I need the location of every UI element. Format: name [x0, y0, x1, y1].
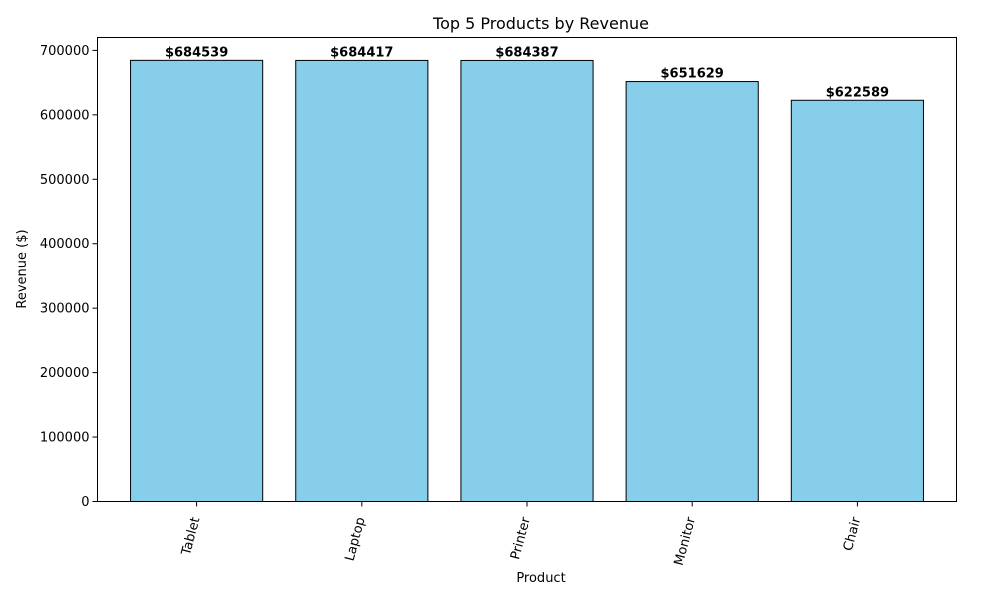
- y-tick-label: 600000: [40, 108, 90, 123]
- y-axis-ticks: 0 100000 200000 300000 400000 500000 600000 700…: [40, 44, 98, 510]
- x-tick-label: Laptop: [343, 516, 369, 563]
- y-tick-label: 700000: [40, 44, 90, 59]
- bar-data-label: $684417: [330, 45, 393, 60]
- bar-data-labels: $684539 $684417 $684387 $651629 $622589: [165, 45, 889, 100]
- y-tick-label: 500000: [40, 173, 90, 188]
- x-axis-ticks: Tablet Laptop Printer Monitor Chair: [179, 501, 865, 567]
- bar-data-label: $651629: [661, 67, 724, 82]
- bar-data-label: $622589: [826, 85, 889, 100]
- plot-frame: [97, 37, 957, 502]
- bar-data-label: $684387: [495, 45, 558, 60]
- bar-monitor: [625, 81, 759, 502]
- y-tick-label: 100000: [40, 431, 90, 446]
- bar-data-label: $684539: [165, 45, 228, 60]
- bar-printer: [460, 59, 594, 503]
- x-axis-title: Product: [516, 571, 565, 586]
- bar-laptop: [295, 59, 429, 502]
- chart-title: Top 5 Products by Revenue: [432, 14, 649, 33]
- y-tick-label: 400000: [40, 237, 90, 252]
- x-tick-label: Printer: [508, 515, 534, 561]
- y-tick-label: 200000: [40, 366, 90, 381]
- x-tick-label: Tablet: [179, 516, 204, 558]
- x-tick-label: Chair: [841, 515, 865, 553]
- bars: [130, 59, 924, 503]
- bar-tablet: [130, 59, 264, 503]
- bar-chair: [790, 99, 924, 503]
- y-tick-label: 0: [81, 495, 89, 510]
- y-tick-label: 300000: [40, 302, 90, 317]
- x-tick-label: Monitor: [672, 515, 699, 567]
- y-axis-title: Revenue ($): [15, 229, 30, 308]
